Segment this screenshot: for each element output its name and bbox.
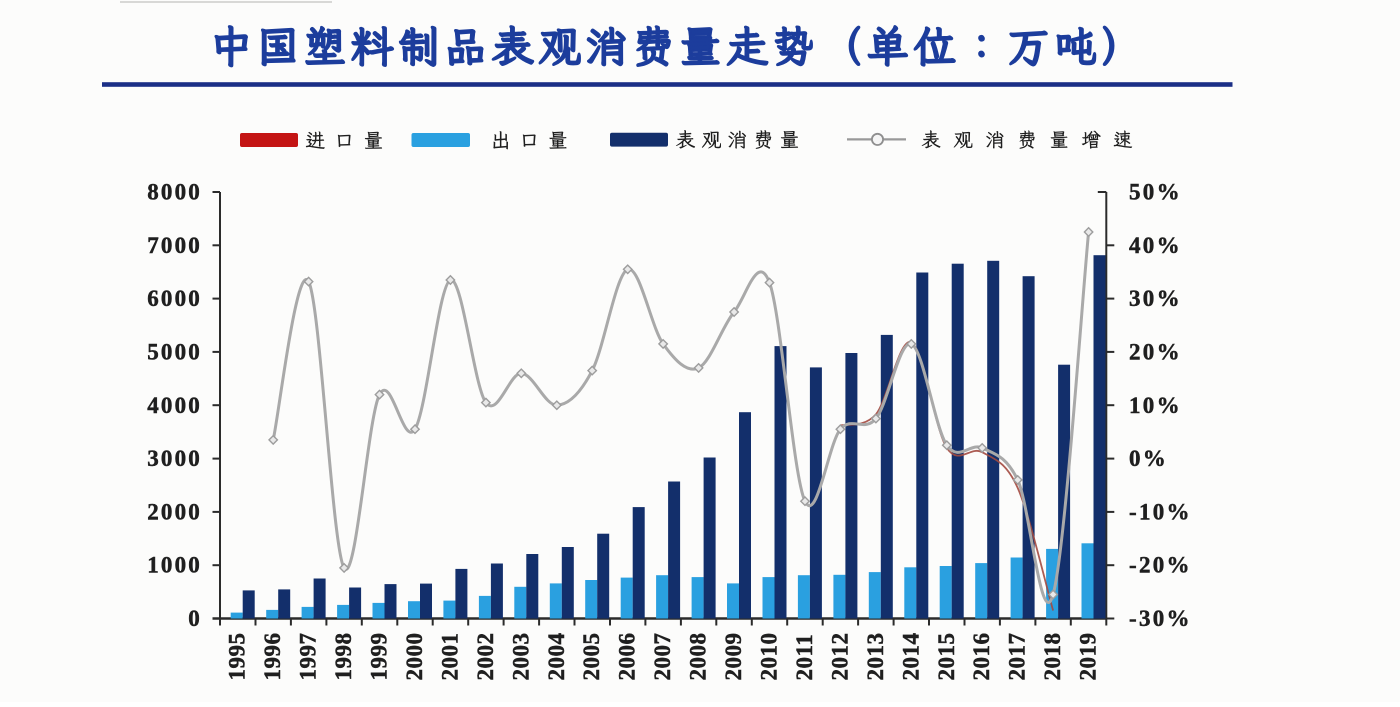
svg-text:2009: 2009 xyxy=(721,633,746,681)
svg-text:6000: 6000 xyxy=(147,286,202,311)
svg-text:-10%: -10% xyxy=(1129,499,1192,524)
svg-text:2002: 2002 xyxy=(473,633,498,681)
svg-text:2014: 2014 xyxy=(898,633,923,681)
svg-text:2005: 2005 xyxy=(579,633,604,681)
svg-text:2003: 2003 xyxy=(508,633,533,681)
svg-text:3000: 3000 xyxy=(147,446,202,471)
svg-text:1000: 1000 xyxy=(147,553,202,578)
svg-text:2004: 2004 xyxy=(544,633,569,681)
svg-text:-30%: -30% xyxy=(1129,606,1192,631)
svg-text:2000: 2000 xyxy=(147,499,202,524)
svg-text:50%: 50% xyxy=(1129,180,1182,205)
svg-text:2001: 2001 xyxy=(437,633,462,681)
svg-text:1998: 1998 xyxy=(331,633,356,681)
svg-text:2010: 2010 xyxy=(757,633,782,681)
svg-text:2011: 2011 xyxy=(792,634,817,681)
svg-text:30%: 30% xyxy=(1129,286,1182,311)
svg-text:20%: 20% xyxy=(1129,339,1182,364)
svg-text:4000: 4000 xyxy=(147,393,202,418)
svg-text:1996: 1996 xyxy=(260,633,285,681)
svg-text:2007: 2007 xyxy=(650,633,675,681)
svg-text:2008: 2008 xyxy=(686,633,711,681)
svg-text:2000: 2000 xyxy=(402,633,427,681)
svg-text:0: 0 xyxy=(188,606,202,631)
svg-text:5000: 5000 xyxy=(147,339,202,364)
svg-text:2017: 2017 xyxy=(1005,633,1030,681)
svg-text:40%: 40% xyxy=(1129,233,1182,258)
svg-text:2015: 2015 xyxy=(934,633,959,681)
svg-text:1999: 1999 xyxy=(367,633,392,681)
svg-text:7000: 7000 xyxy=(147,233,202,258)
svg-text:0%: 0% xyxy=(1129,446,1168,471)
svg-text:2006: 2006 xyxy=(615,633,640,681)
svg-text:2012: 2012 xyxy=(827,633,852,681)
svg-text:2018: 2018 xyxy=(1040,633,1065,681)
svg-text:1995: 1995 xyxy=(225,633,250,681)
svg-text:2019: 2019 xyxy=(1076,633,1101,681)
svg-text:2013: 2013 xyxy=(863,633,888,681)
svg-text:8000: 8000 xyxy=(147,180,202,205)
svg-text:2016: 2016 xyxy=(969,633,994,681)
svg-text:-20%: -20% xyxy=(1129,553,1192,578)
svg-text:1997: 1997 xyxy=(296,633,321,681)
svg-text:10%: 10% xyxy=(1129,393,1182,418)
